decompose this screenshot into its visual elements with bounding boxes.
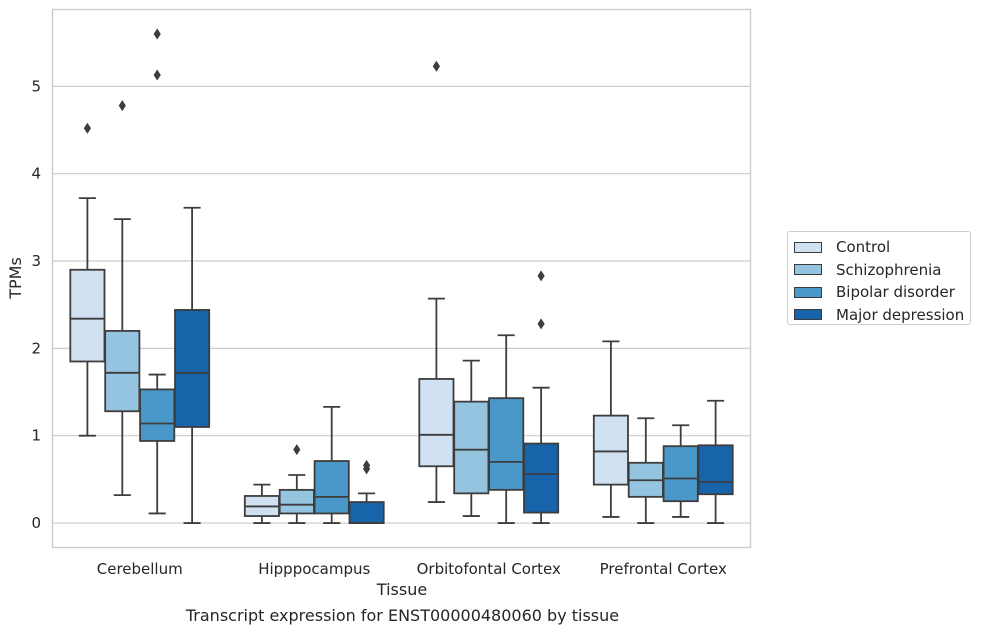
box-iqr [523, 442, 560, 514]
box-control [69, 122, 106, 437]
box-control [243, 483, 280, 524]
legend-label: Bipolar disorder [836, 283, 955, 302]
outlier-point [537, 270, 545, 282]
box-major-depression [697, 399, 734, 524]
box-iqr [278, 488, 315, 515]
outlier-point [363, 459, 371, 471]
legend-item: Major depression [794, 304, 970, 327]
box-schizophrenia [278, 444, 315, 524]
legend-swatch [794, 286, 822, 298]
box-iqr [174, 309, 211, 428]
legend-label: Schizophrenia [836, 260, 942, 279]
x-tick-label: Prefrontal Cortex [600, 560, 727, 578]
box-bipolar-disorder [313, 405, 350, 524]
legend-swatch [794, 241, 822, 253]
legend: Control Schizophrenia Bipolar disorder Majo… [787, 231, 971, 325]
box-iqr [453, 400, 490, 495]
outlier-point [83, 122, 91, 134]
legend-item: Bipolar disorder [794, 281, 970, 304]
box-iqr [662, 445, 699, 503]
box-iqr [313, 460, 350, 515]
x-tick-label: Cerebellum [97, 560, 183, 578]
y-tick-label: 5 [31, 77, 41, 95]
outlier-point [118, 100, 126, 112]
plot-area [51, 8, 752, 549]
x-tick-label: Hipppocampus [258, 560, 370, 578]
legend-label: Major depression [836, 305, 965, 324]
x-tick-labels: Cerebellum Hipppocampus Orbitofontal Corte… [97, 560, 727, 578]
outlier-point [153, 28, 161, 40]
box-major-depression [174, 206, 211, 524]
box-iqr [348, 501, 385, 524]
x-axis-title: Tissue [376, 580, 427, 599]
boxes [69, 28, 734, 524]
legend-item: Control [794, 236, 970, 259]
box-schizophrenia [627, 417, 664, 524]
box-iqr [697, 444, 734, 496]
box-major-depression [523, 270, 560, 524]
legend-label: Control [836, 238, 891, 257]
box-iqr [418, 378, 455, 468]
outlier-point [293, 444, 301, 456]
box-iqr [139, 388, 176, 442]
y-tick-label: 1 [31, 427, 41, 445]
box-iqr [488, 397, 525, 491]
box-control [592, 340, 629, 518]
box-bipolar-disorder [488, 334, 525, 524]
legend-swatch [794, 309, 822, 321]
box-iqr [69, 268, 106, 363]
y-tick-label: 3 [31, 252, 41, 270]
box-iqr [104, 330, 141, 413]
legend-item: Schizophrenia [794, 259, 970, 282]
chart-caption: Transcript expression for ENST0000048006… [185, 606, 620, 625]
outlier-point [537, 318, 545, 330]
box-schizophrenia [453, 359, 490, 517]
outlier-point [153, 69, 161, 81]
box-iqr [592, 414, 629, 486]
y-tick-labels: 0 1 2 3 4 5 [31, 77, 41, 532]
y-tick-label: 4 [31, 165, 41, 183]
legend-swatch [794, 264, 822, 276]
box-schizophrenia [104, 100, 141, 496]
box-major-depression [348, 459, 385, 524]
y-axis-title: TPMs [6, 257, 25, 300]
x-tick-label: Orbitofontal Cortex [417, 560, 561, 578]
box-control [418, 60, 455, 503]
outlier-point [432, 60, 440, 72]
y-tick-label: 2 [31, 339, 41, 357]
y-tick-label: 0 [31, 514, 41, 532]
